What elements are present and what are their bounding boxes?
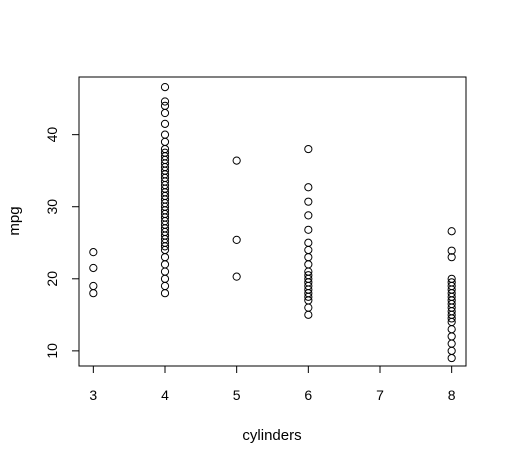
- x-tick-label: 4: [161, 387, 169, 403]
- data-point: [160, 97, 170, 106]
- data-point: [89, 281, 98, 291]
- data-point: [304, 211, 313, 220]
- data-point: [304, 271, 313, 280]
- data-point: [447, 253, 456, 262]
- y-tick-label: 10: [44, 343, 60, 359]
- data-point: [447, 339, 456, 348]
- data-point: [447, 332, 456, 341]
- x-axis-title: cylinders: [242, 427, 301, 444]
- data-point: [304, 144, 313, 154]
- x-axis: 3 4 5 6 7 8: [89, 365, 456, 403]
- data-point: [160, 130, 170, 139]
- data-point: [447, 274, 456, 283]
- data-point: [232, 156, 241, 165]
- data-point: [304, 245, 313, 255]
- data-point: [89, 248, 98, 257]
- data-point: [160, 108, 170, 118]
- data-point: [447, 325, 456, 334]
- data-point: [447, 353, 456, 363]
- data-point: [304, 225, 313, 234]
- y-axis: 10 20 30 40: [44, 127, 80, 359]
- data-point: [304, 260, 313, 269]
- data-point: [447, 246, 456, 255]
- y-tick-label: 40: [44, 127, 60, 143]
- data-point: [304, 197, 313, 206]
- data-point: [160, 260, 170, 269]
- y-tick-label: 20: [44, 271, 60, 287]
- x-tick-label: 8: [448, 387, 456, 403]
- data-point: [304, 303, 313, 312]
- data-point: [89, 289, 98, 298]
- data-point: [160, 289, 170, 298]
- y-axis-title: mpg: [6, 206, 23, 235]
- data-point: [304, 183, 313, 192]
- data-point: [232, 235, 241, 244]
- data-point: [304, 310, 313, 319]
- y-tick-label: 30: [44, 199, 60, 215]
- x-tick-label: 3: [89, 387, 97, 403]
- data-point: [160, 101, 170, 110]
- data-points: [89, 82, 456, 363]
- data-point: [232, 272, 241, 281]
- data-point: [160, 82, 170, 92]
- data-point: [447, 346, 456, 355]
- x-tick-label: 6: [304, 387, 312, 403]
- plot-frame: [78, 76, 467, 367]
- data-point: [447, 227, 456, 236]
- data-point: [160, 137, 170, 146]
- data-point: [160, 148, 170, 157]
- data-point: [89, 263, 98, 273]
- data-point: [160, 119, 170, 128]
- x-tick-label: 5: [233, 387, 241, 403]
- data-point: [304, 238, 313, 247]
- data-point: [160, 267, 170, 276]
- data-point: [447, 278, 456, 287]
- data-point: [160, 253, 170, 262]
- data-point: [160, 281, 170, 291]
- x-tick-label: 7: [376, 387, 384, 403]
- data-point: [160, 274, 170, 283]
- data-point: [304, 253, 313, 262]
